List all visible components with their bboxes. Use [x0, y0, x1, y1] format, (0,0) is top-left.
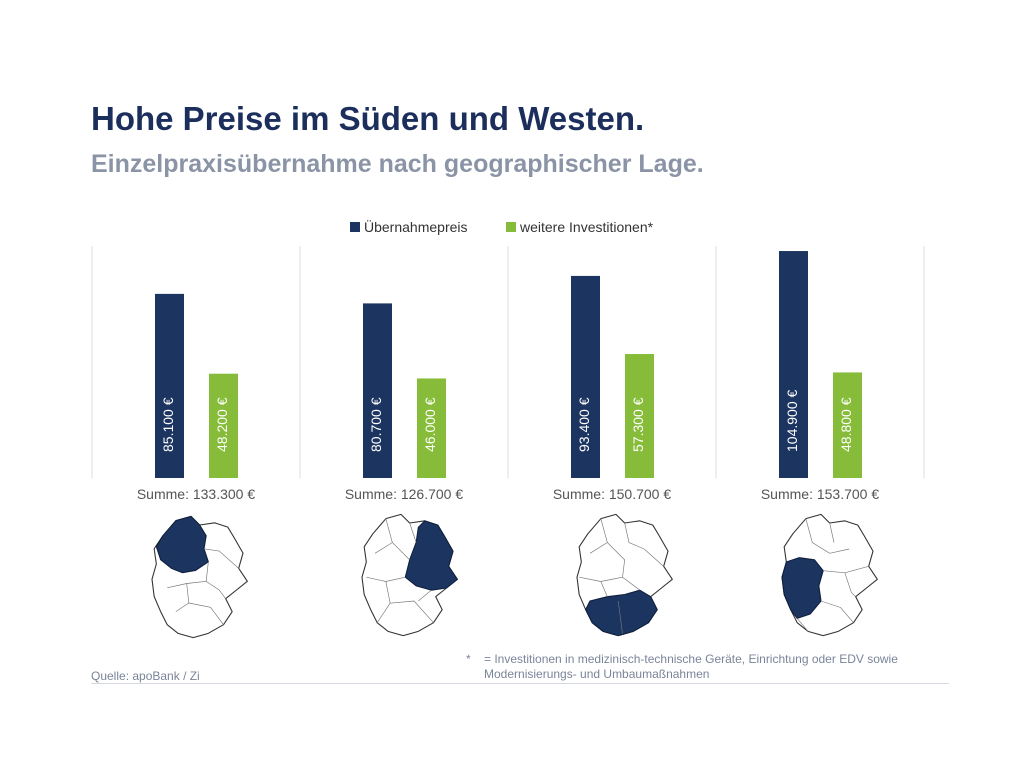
bar-value-label: 80.700 € [368, 397, 384, 452]
bar [363, 303, 392, 478]
group-dividers [91, 246, 925, 478]
bar-value-label: 48.800 € [838, 397, 854, 452]
bar [571, 275, 600, 478]
bars: 85.100 € 48.200 € 80.700 € 46.000 € 93.400 €… [155, 251, 862, 478]
category-label: Summe: 153.700 € [761, 486, 880, 502]
chart-legend: Übernahmepreis weitere Investitionen* [350, 218, 654, 235]
bar-value-label: 46.000 € [422, 397, 438, 452]
legend-label: weitere Investitionen* [519, 219, 654, 235]
germany-map-north-west [151, 515, 248, 639]
legend-label: Übernahmepreis [364, 218, 468, 235]
bar [625, 354, 654, 478]
germany-map-west [781, 513, 878, 637]
category-label: Summe: 150.700 € [553, 486, 672, 502]
bar [779, 251, 808, 478]
germany-map-south [576, 513, 673, 637]
bar [209, 373, 238, 478]
footnote-text: = Investitionen in medizinisch-technisch… [484, 652, 898, 681]
bar-value-label: 93.400 € [576, 397, 592, 452]
bar [833, 372, 862, 478]
category-label: Summe: 126.700 € [345, 486, 464, 502]
page-title: Hohe Preise im Süden und Westen. [91, 100, 645, 137]
source-note: Quelle: apoBank / Zi [91, 669, 200, 683]
bar-value-label: 104.900 € [784, 390, 800, 452]
bar-value-label: 48.200 € [214, 397, 230, 452]
footer-divider [91, 683, 949, 684]
category-labels: Summe: 133.300 € Summe: 126.700 € Summe: 1… [137, 486, 880, 502]
page-subtitle: Einzelpraxisübernahme nach geographische… [91, 150, 704, 178]
bar-value-label: 57.300 € [630, 397, 646, 452]
footnote-mark: * [466, 652, 471, 666]
bar [417, 378, 446, 478]
bar [155, 293, 184, 478]
category-label: Summe: 133.300 € [137, 486, 256, 502]
legend-swatch [506, 222, 516, 232]
legend-swatch [350, 222, 360, 232]
bar-chart: Übernahmepreis weitere Investitionen* 85.… [91, 218, 925, 502]
bar-value-label: 85.100 € [160, 397, 176, 452]
germany-map-east [361, 513, 458, 637]
